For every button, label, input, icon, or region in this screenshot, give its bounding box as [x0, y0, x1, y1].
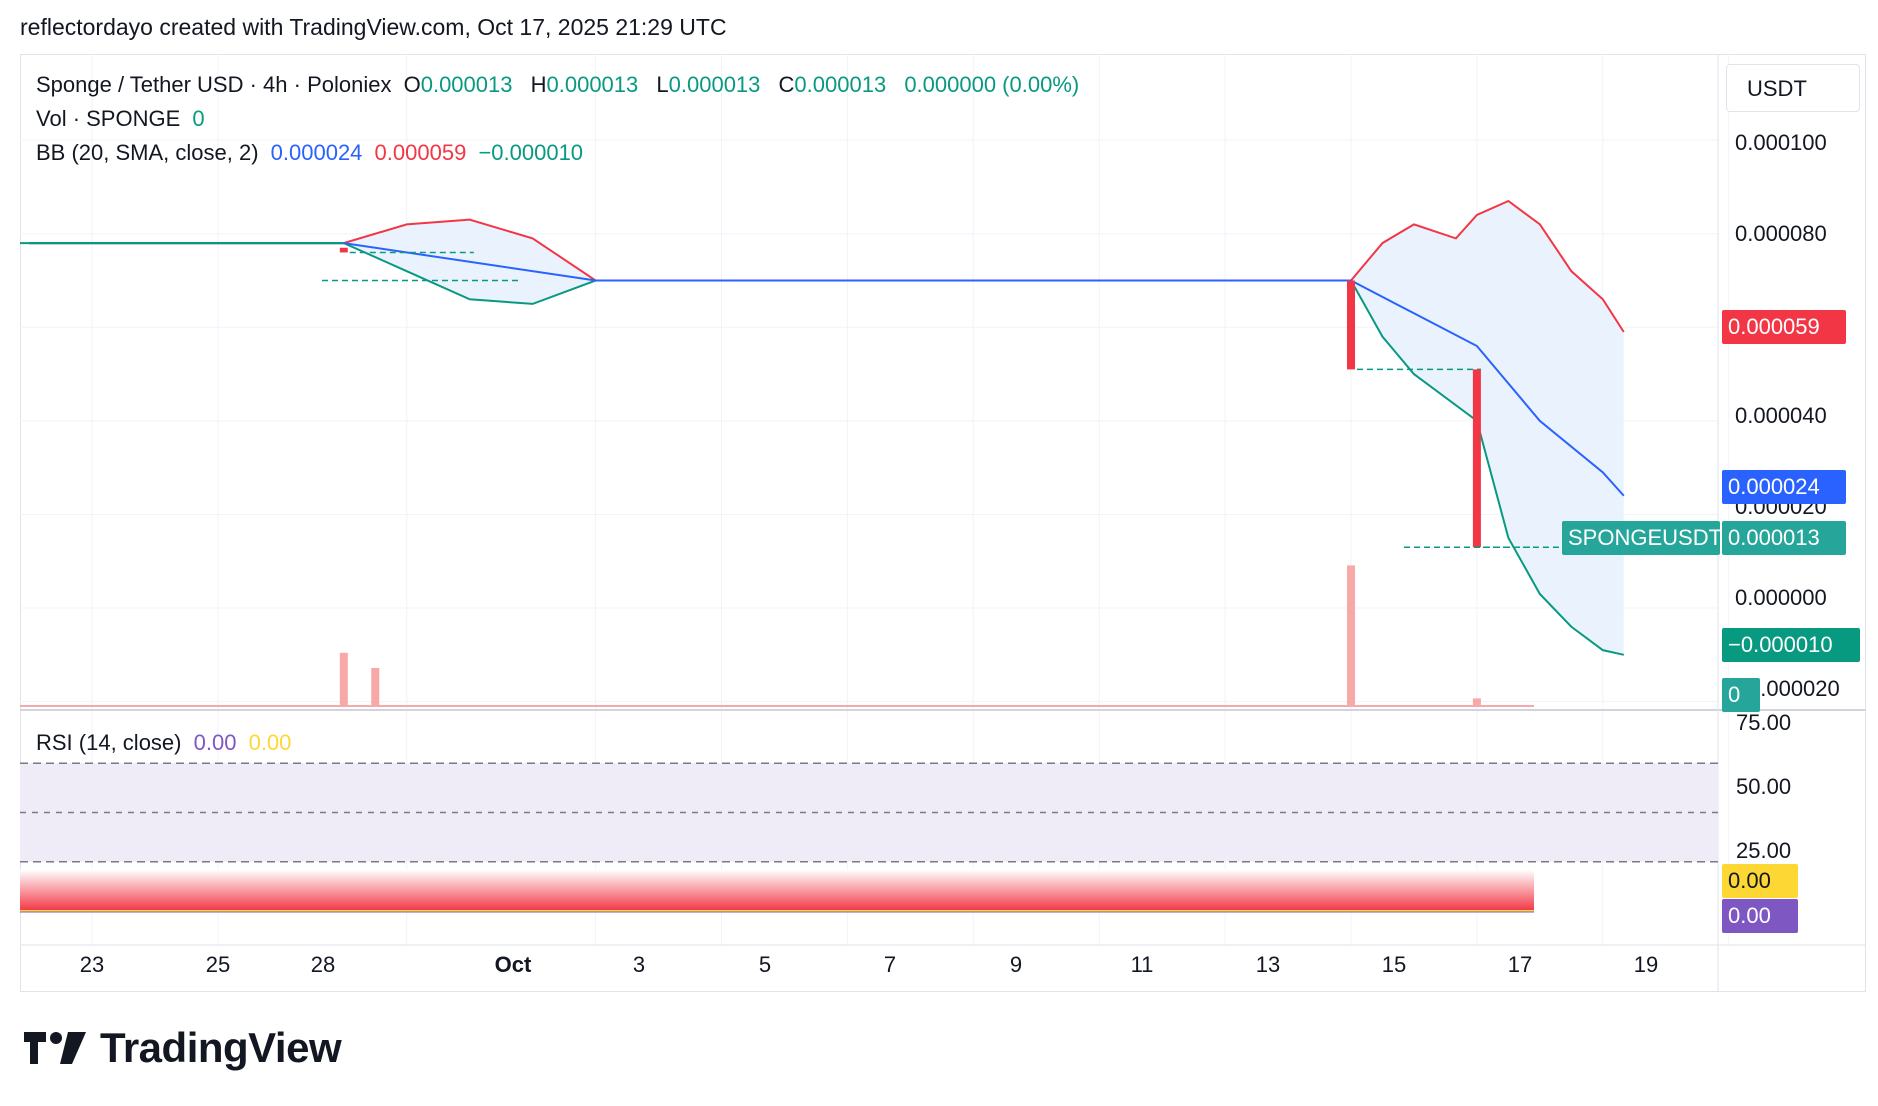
rsi-label[interactable]: RSI (14, close)	[36, 730, 182, 755]
volume-bar	[1347, 565, 1355, 706]
rsi-ma-tag: 0.00	[1722, 864, 1798, 898]
bb-basis-price-tag: 0.000024	[1722, 470, 1846, 504]
volume-value: 0	[192, 106, 205, 131]
candle-body	[1472, 369, 1481, 548]
symbol-title[interactable]: Sponge / Tether USD · 4h · Poloniex	[36, 72, 392, 97]
rsi-tag: 0.00	[1722, 899, 1798, 933]
rsi-tick: 50.00	[1736, 774, 1792, 799]
rsi-oversold-fill	[20, 869, 1534, 911]
volume-bar	[371, 668, 380, 706]
close-value: 0.000013	[794, 72, 887, 97]
tradingview-logo-icon	[24, 1032, 86, 1064]
high-label: H	[530, 72, 547, 97]
bollinger-lower-value: −0.000010	[478, 140, 584, 165]
currency-unit-button[interactable]: USDT	[1726, 64, 1860, 112]
date-tick: Oct	[494, 952, 532, 977]
volume-price-tag: 0	[1722, 678, 1760, 712]
date-tick: 17	[1507, 952, 1533, 977]
low-value: 0.000013	[668, 72, 761, 97]
high-value: 0.000013	[546, 72, 639, 97]
bollinger-basis-line	[29, 242, 1625, 497]
chart-caption: reflectordayo created with TradingView.c…	[20, 14, 727, 40]
date-tick: 5	[758, 952, 772, 977]
close-label: C	[778, 72, 795, 97]
date-tick: 7	[883, 952, 897, 977]
chart-canvas[interactable]	[0, 0, 1878, 1000]
bb-lower-price-tag: −0.000010	[1722, 628, 1860, 662]
last-price-tag: 0.000013	[1722, 521, 1846, 555]
open-label: O	[403, 72, 421, 97]
date-tick: 3	[632, 952, 646, 977]
bollinger-band-fill	[29, 200, 1624, 655]
tradingview-logo[interactable]: TradingView	[24, 1024, 342, 1072]
volume-label[interactable]: Vol · SPONGE	[36, 106, 181, 131]
price-tick: 0.000100	[1735, 130, 1827, 155]
main-legend: Sponge / Tether USD · 4h · Poloniex O0.0…	[36, 72, 1085, 98]
rsi-legend: RSI (14, close) 0.00 0.00	[36, 730, 297, 756]
date-tick: 9	[1009, 952, 1023, 977]
change-value: 0.000000 (0.00%)	[904, 72, 1080, 97]
chart-frame	[20, 54, 1866, 992]
date-tick: 19	[1633, 952, 1659, 977]
bollinger-label[interactable]: BB (20, SMA, close, 2)	[36, 140, 259, 165]
date-tick: 15	[1381, 952, 1407, 977]
date-tick: 11	[1130, 952, 1154, 977]
date-tick: 25	[205, 952, 231, 977]
bollinger-upper-value: 0.000059	[374, 140, 467, 165]
price-tick: 0.000040	[1735, 403, 1827, 428]
candle-body	[339, 247, 348, 253]
volume-bar	[339, 652, 348, 706]
low-label: L	[656, 72, 669, 97]
rsi-ma-value: 0.00	[248, 730, 292, 755]
brand-name: TradingView	[100, 1024, 342, 1071]
open-value: 0.000013	[420, 72, 513, 97]
rsi-tick: 25.00	[1736, 838, 1792, 863]
date-tick: 13	[1255, 952, 1281, 977]
rsi-band-fill	[20, 763, 1718, 862]
bollinger-legend: BB (20, SMA, close, 2) 0.000024 0.000059…	[36, 140, 589, 166]
volume-legend: Vol · SPONGE 0	[36, 106, 211, 132]
date-tick: 23	[79, 952, 105, 977]
candle-body	[1347, 280, 1355, 370]
price-tick: 0.000020	[1748, 676, 1840, 701]
rsi-value: 0.00	[193, 730, 237, 755]
price-tick: 0.000000	[1735, 585, 1827, 610]
price-tick: 0.000080	[1735, 221, 1827, 246]
volume-bar	[1472, 698, 1481, 706]
bollinger-upper-line	[29, 199, 1625, 333]
bollinger-basis-value: 0.000024	[270, 140, 363, 165]
rsi-tick: 75.00	[1736, 710, 1792, 735]
bb-upper-price-tag: 0.000059	[1722, 310, 1846, 344]
date-tick: 28	[310, 952, 336, 977]
symbol-name-tag: SPONGEUSDT	[1562, 521, 1722, 555]
